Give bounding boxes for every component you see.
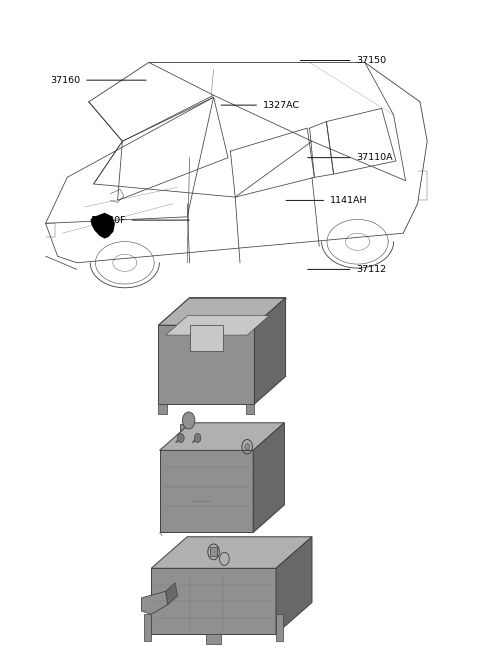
Polygon shape	[254, 298, 286, 404]
Polygon shape	[158, 404, 167, 414]
Polygon shape	[210, 547, 217, 556]
Text: 37112: 37112	[357, 265, 387, 274]
Text: 1141AH: 1141AH	[330, 196, 368, 205]
Text: 37110A: 37110A	[357, 153, 393, 162]
Circle shape	[194, 434, 201, 443]
Polygon shape	[246, 404, 254, 414]
Polygon shape	[180, 424, 194, 440]
Polygon shape	[151, 568, 276, 634]
Polygon shape	[151, 537, 312, 568]
Polygon shape	[166, 583, 178, 604]
Polygon shape	[144, 614, 151, 641]
Polygon shape	[206, 634, 221, 644]
Polygon shape	[276, 537, 312, 634]
Polygon shape	[253, 423, 284, 532]
Polygon shape	[166, 316, 269, 335]
Circle shape	[178, 434, 184, 443]
Text: 37160: 37160	[50, 76, 80, 85]
Polygon shape	[276, 614, 283, 641]
Text: 37180F: 37180F	[90, 215, 126, 225]
Text: 37150: 37150	[357, 56, 387, 65]
Circle shape	[245, 443, 250, 450]
Polygon shape	[159, 423, 284, 451]
Polygon shape	[158, 298, 286, 325]
Polygon shape	[158, 325, 254, 404]
Circle shape	[182, 412, 195, 429]
Polygon shape	[190, 325, 223, 351]
Polygon shape	[159, 451, 253, 532]
Polygon shape	[91, 214, 114, 238]
Text: 1327AC: 1327AC	[263, 101, 300, 110]
Polygon shape	[142, 591, 168, 614]
